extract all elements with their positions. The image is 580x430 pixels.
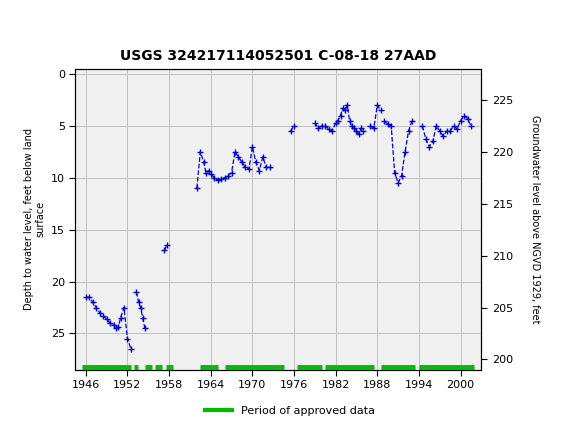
Y-axis label: Depth to water level, feet below land
surface: Depth to water level, feet below land su… [24, 128, 45, 310]
Text: USGS: USGS [35, 13, 82, 28]
Bar [6, 4, 64, 37]
Legend: Period of approved data: Period of approved data [200, 401, 380, 420]
Title: USGS 324217114052501 C-08-18 27AAD: USGS 324217114052501 C-08-18 27AAD [120, 49, 437, 64]
Text: ≡: ≡ [9, 9, 30, 32]
Y-axis label: Groundwater level above NGVD 1929, feet: Groundwater level above NGVD 1929, feet [530, 115, 540, 323]
